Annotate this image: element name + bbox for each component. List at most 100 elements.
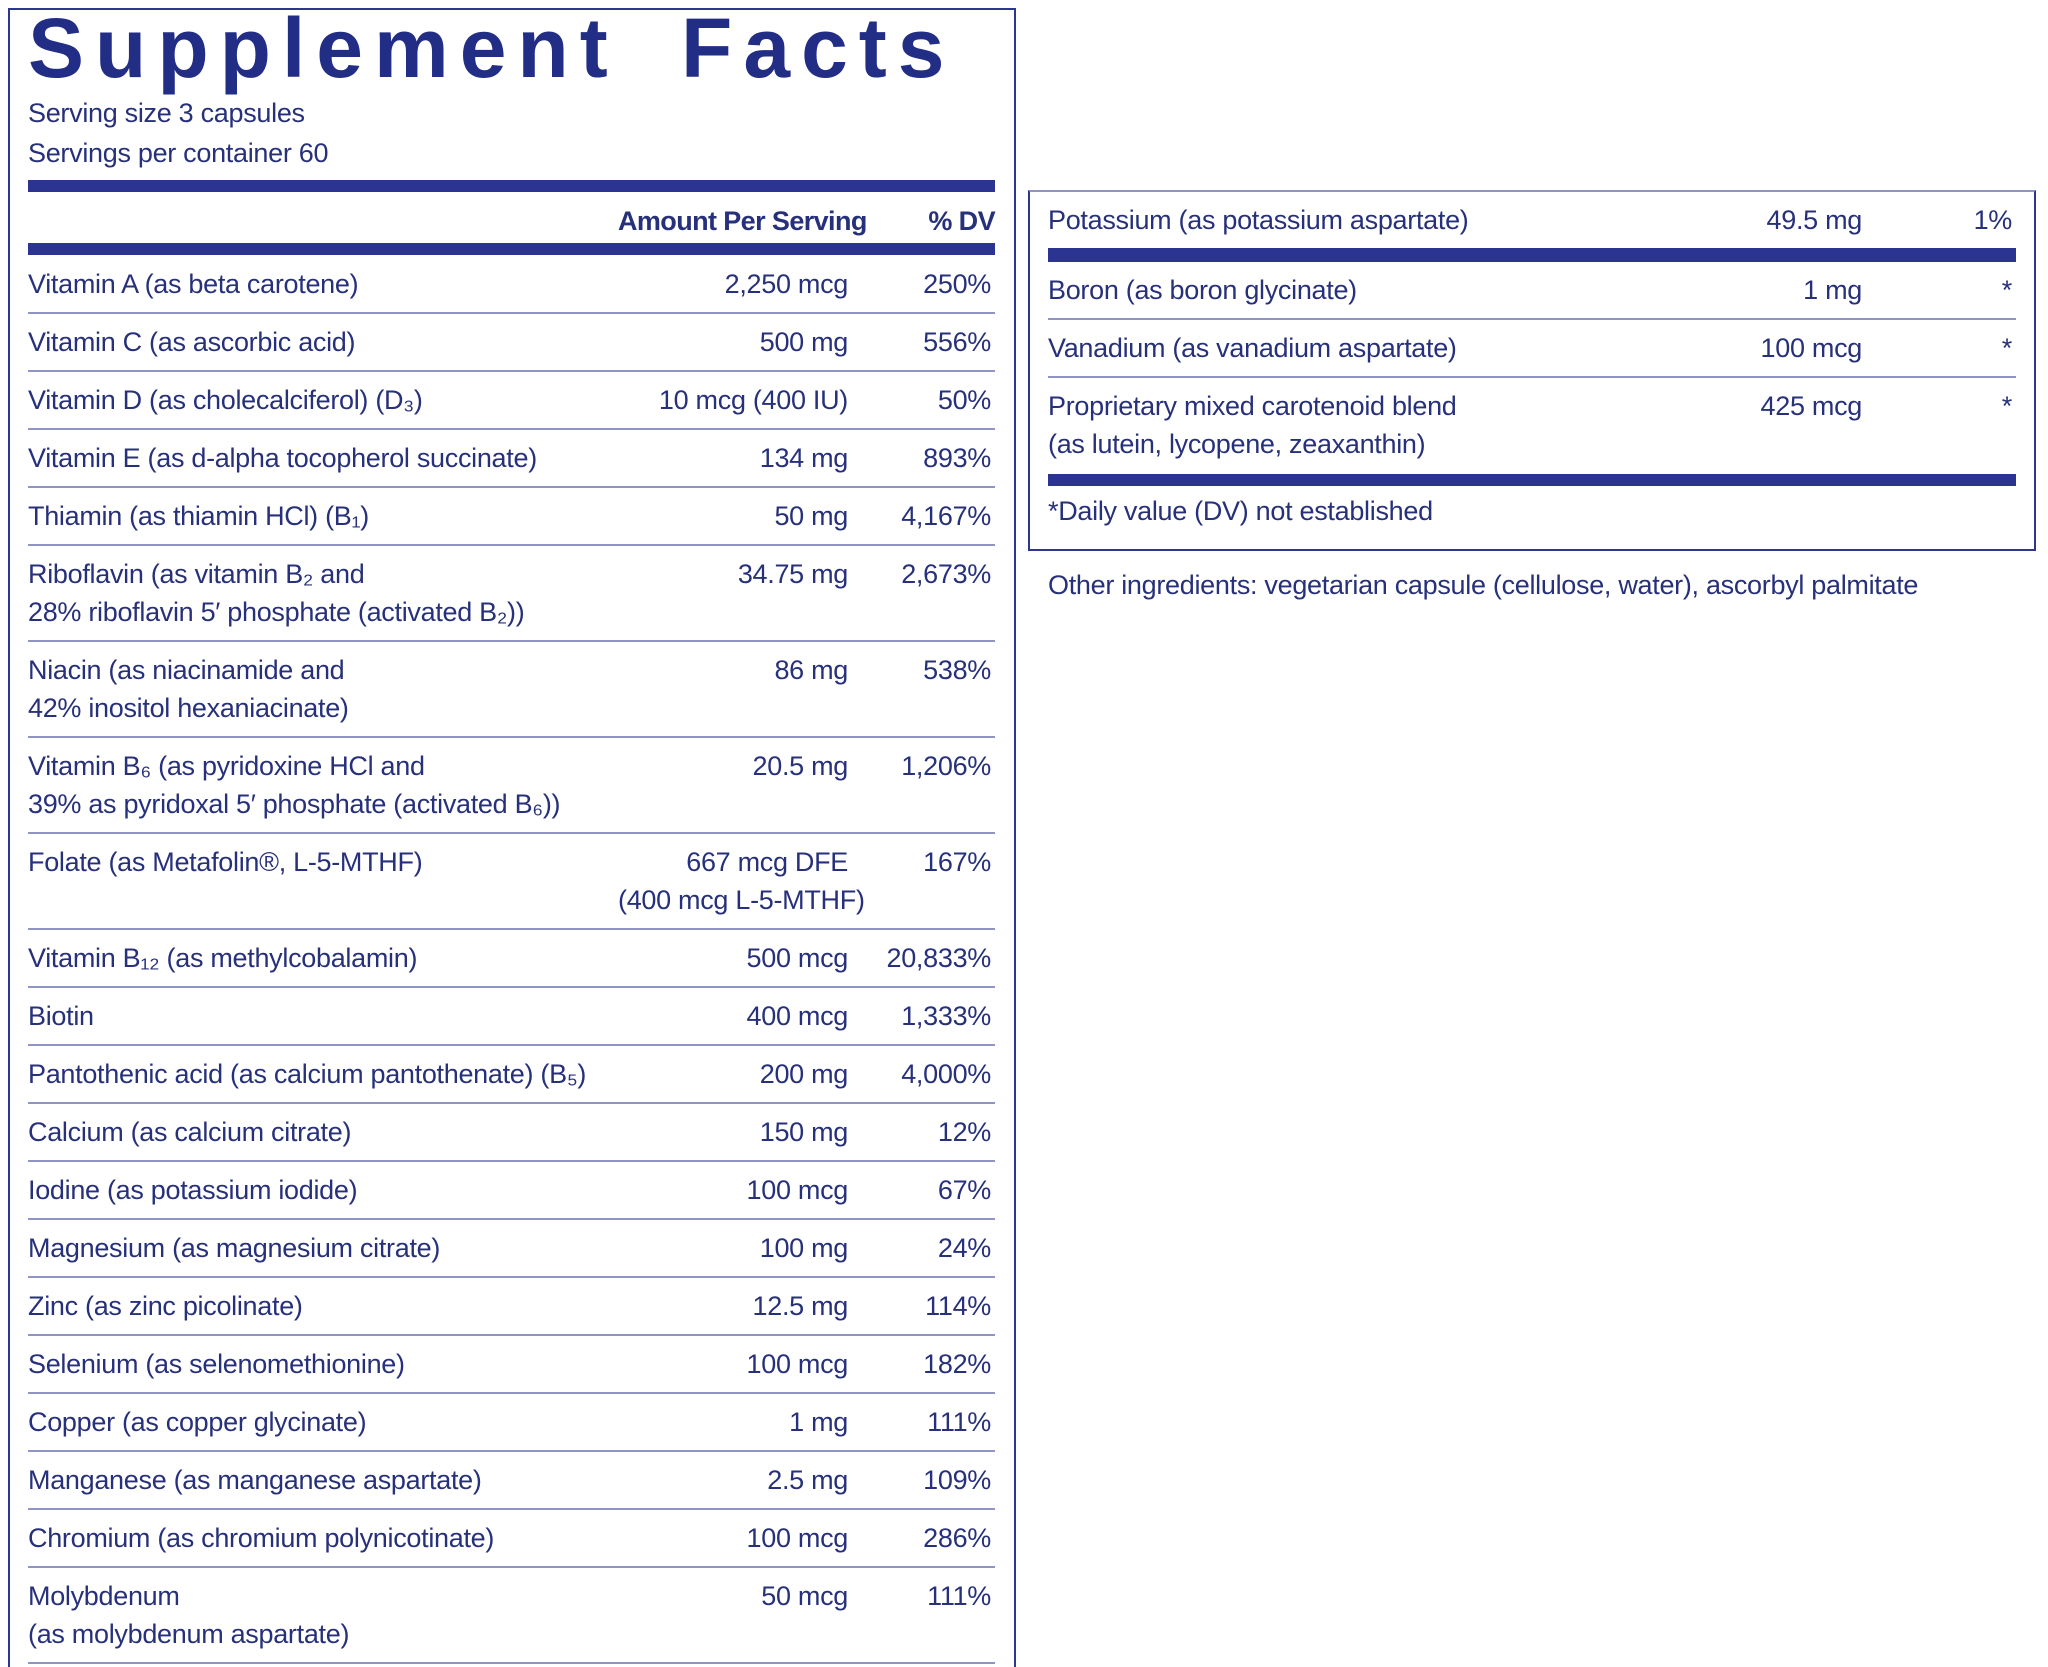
amount-line: 49.5 mg xyxy=(1766,205,1863,235)
nutrient-name: Biotin xyxy=(28,987,618,1046)
column-label: % DV xyxy=(928,206,995,236)
nutrient-name: Proprietary mixed carotenoid blend (as lu… xyxy=(1048,377,1648,472)
amount-line: 2.5 mg xyxy=(767,1465,848,1495)
daily-value: 111% xyxy=(848,1567,995,1664)
daily-value: 1,206% xyxy=(848,737,995,834)
daily-value: 286% xyxy=(848,1509,995,1568)
daily-value: 4,167% xyxy=(848,487,995,546)
amount-line: 10 mcg (400 IU) xyxy=(658,385,848,415)
daily-value: 893% xyxy=(848,429,995,488)
nutrient-row: Proprietary mixed carotenoid blend (as lu… xyxy=(1048,377,2016,472)
nutrient-name: Selenium (as selenomethionine) xyxy=(28,1335,618,1394)
column-header: Amount Per Serving % DV xyxy=(28,198,996,244)
nutrient-row: Vitamin B₁₂ (as methylcobalamin) 500 mcg 2… xyxy=(28,929,995,988)
name-line: Pantothenic acid (as calcium pantothenat… xyxy=(28,1059,587,1089)
amount: 200 mg xyxy=(618,1045,848,1104)
amount: 86 mg xyxy=(618,641,848,738)
daily-value: 109% xyxy=(848,1451,995,1510)
amount-line: 400 mcg xyxy=(746,1001,849,1031)
name-line: Thiamin (as thiamin HCl) (B₁) xyxy=(28,501,369,531)
nutrient-row: Zinc (as zinc picolinate) 12.5 mg 114% xyxy=(28,1277,995,1336)
nutrient-name: Folate (as Metafolin®, L-5-MTHF) xyxy=(28,833,618,930)
divider xyxy=(28,243,995,255)
other-ingredients: Other ingredients: vegetarian capsule (c… xyxy=(1048,570,1919,600)
amount-line: 1 mg xyxy=(1803,275,1862,305)
daily-value: 1% xyxy=(1862,192,2016,262)
amount: 425 mcg xyxy=(1648,377,1863,472)
name-line: Vitamin B₁₂ (as methylcobalamin) xyxy=(28,943,418,973)
name-line: Selenium (as selenomethionine) xyxy=(28,1349,405,1379)
daily-value: 12% xyxy=(848,1103,995,1162)
name-line: Calcium (as calcium citrate) xyxy=(28,1117,352,1147)
daily-value: * xyxy=(2001,391,2013,421)
name-line: Biotin xyxy=(28,1001,94,1031)
name-line: Niacin (as niacinamide and xyxy=(28,655,345,685)
amount-line: 100 mcg xyxy=(746,1349,849,1379)
amount-line: 2,250 mcg xyxy=(724,269,849,299)
amount-line: 12.5 mg xyxy=(752,1291,849,1321)
name-line: (as molybdenum aspartate) xyxy=(28,1619,350,1649)
nutrient-name: Vitamin D (as cholecalciferol) (D₃) xyxy=(28,371,618,430)
nutrient-row: Biotin 400 mcg 1,333% xyxy=(28,987,995,1046)
name-line: Vanadium (as vanadium aspartate) xyxy=(1048,333,1457,363)
name-line: 28% riboflavin 5′ phosphate (activated B… xyxy=(28,597,525,627)
name-line: Molybdenum xyxy=(28,1581,180,1611)
nutrient-name: Molybdenum (as molybdenum aspartate) xyxy=(28,1567,618,1664)
amount-line: 100 mcg xyxy=(746,1523,849,1553)
nutrient-name: Manganese (as manganese aspartate) xyxy=(28,1451,618,1510)
nutrient-name: Magnesium (as magnesium citrate) xyxy=(28,1219,618,1278)
amount: 50 mg xyxy=(618,487,848,546)
name-line: Vitamin D (as cholecalciferol) (D₃) xyxy=(28,385,423,415)
name-line: 42% inositol hexaniacinate) xyxy=(28,693,349,723)
nutrient-row: Pantothenic acid (as calcium pantothenat… xyxy=(28,1045,995,1104)
nutrient-row: Vitamin E (as d-alpha tocopherol succina… xyxy=(28,429,995,488)
facts-panel xyxy=(8,8,1016,1667)
name-line: Vitamin A (as beta carotene) xyxy=(28,269,359,299)
amount: 100 mcg xyxy=(618,1161,848,1220)
nutrient-name: Iodine (as potassium iodide) xyxy=(28,1161,618,1220)
servings-per-container: Servings per container 60 xyxy=(28,138,329,168)
facts-panel-continued xyxy=(1028,190,2036,551)
column-label: Amount Per Serving xyxy=(618,206,867,236)
amount: 100 mcg xyxy=(618,1509,849,1568)
nutrient-name: Thiamin (as thiamin HCl) (B₁) xyxy=(28,487,618,546)
daily-value: 111% xyxy=(848,1393,995,1452)
amount: 10 mcg (400 IU) xyxy=(618,371,848,430)
amount-line: 134 mg xyxy=(759,443,849,473)
nutrient-name: Boron (as boron glycinate) xyxy=(1048,255,1648,320)
name-line: Magnesium (as magnesium citrate) xyxy=(28,1233,441,1263)
amount-line: 20.5 mg xyxy=(752,751,849,781)
title: Supplement Facts xyxy=(28,1,956,95)
amount: 49.5 mg xyxy=(1648,192,1863,262)
nutrient-table-continued: Potassium (as potassium aspartate) 49.5 m… xyxy=(1048,192,2016,472)
nutrient-name: Chromium (as chromium polynicotinate) xyxy=(28,1509,618,1568)
amount: 150 mg xyxy=(618,1103,848,1162)
nutrient-name: Vanadium (as vanadium aspartate) xyxy=(1048,319,1648,378)
name-line: Chromium (as chromium polynicotinate) xyxy=(28,1523,495,1553)
daily-value: * xyxy=(1862,255,2016,320)
amount: 100 mg xyxy=(618,1219,849,1278)
name-line: Riboflavin (as vitamin B₂ and xyxy=(28,559,365,589)
daily-value: 556% xyxy=(848,313,995,372)
amount: 100 mcg xyxy=(1648,319,1862,378)
amount-line: 86 mg xyxy=(774,655,848,685)
daily-value: 538% xyxy=(848,641,995,738)
nutrient-name: Vitamin C (as ascorbic acid) xyxy=(28,313,618,372)
name-line: Folate (as Metafolin®, L-5-MTHF) xyxy=(28,847,423,877)
amount: 20.5 mg xyxy=(618,737,849,834)
nutrient-row: Magnesium (as magnesium citrate) 100 mg 24… xyxy=(28,1219,995,1278)
daily-value: 182% xyxy=(848,1335,995,1394)
amount-line: 100 mg xyxy=(759,1233,849,1263)
nutrient-name: Calcium (as calcium citrate) xyxy=(28,1103,618,1162)
amount: 500 mcg xyxy=(618,929,848,988)
name-line: Zinc (as zinc picolinate) xyxy=(28,1291,303,1321)
daily-value: 24% xyxy=(848,1219,995,1278)
divider xyxy=(28,180,995,192)
amount-line: 425 mcg xyxy=(1760,391,1863,421)
nutrient-name: Vitamin A (as beta carotene) xyxy=(28,256,618,314)
nutrient-name: Zinc (as zinc picolinate) xyxy=(28,1277,618,1336)
amount-line: 50 mcg xyxy=(761,1581,848,1611)
nutrient-row: Potassium (as potassium aspartate) 49.5 m… xyxy=(1048,192,2016,262)
nutrient-row: Iodine (as potassium iodide) 100 mcg 67% xyxy=(28,1161,995,1220)
nutrient-name: Potassium (as potassium aspartate) xyxy=(1048,192,1648,262)
